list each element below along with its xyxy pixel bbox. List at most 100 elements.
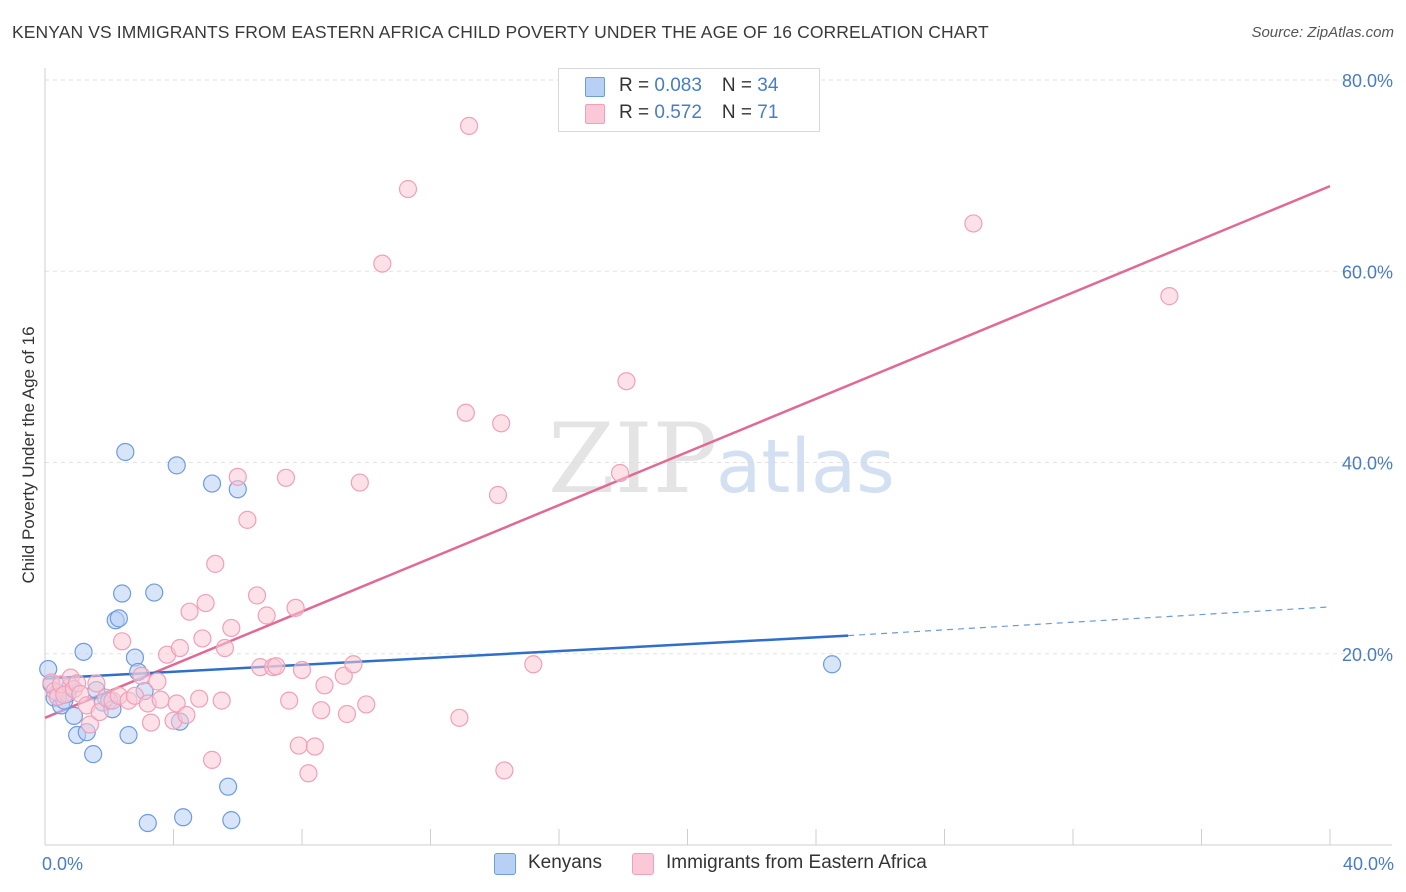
point-kenyans xyxy=(119,725,138,745)
point-immigrants xyxy=(247,586,267,605)
point-immigrants xyxy=(180,602,199,621)
kenyans-legend-swatch xyxy=(494,853,516,875)
watermark-atlas: atlas xyxy=(716,424,895,510)
point-kenyans xyxy=(167,456,186,475)
point-immigrants xyxy=(312,701,331,720)
point-immigrants xyxy=(450,708,469,727)
legend-stats-kenyans: R = 0.083 N = 34 xyxy=(619,75,778,97)
point-immigrants xyxy=(151,690,170,709)
point-kenyans xyxy=(84,745,103,764)
point-immigrants xyxy=(177,705,196,725)
trend-line-immigrants xyxy=(44,184,1331,719)
point-immigrants xyxy=(289,736,308,755)
point-immigrants xyxy=(196,593,215,613)
y-axis-label: Child Poverty Under the Age of 16 xyxy=(19,326,38,583)
tick-labels: 20.0% 40.0% 60.0% 80.0% 0.0% 40.0% xyxy=(42,71,1394,874)
trend-lines xyxy=(44,184,1331,719)
point-immigrants xyxy=(292,660,312,680)
point-immigrants xyxy=(80,715,100,734)
point-immigrants xyxy=(495,761,514,780)
n-value: 34 xyxy=(757,75,779,96)
point-kenyans xyxy=(138,813,157,833)
point-immigrants xyxy=(87,674,106,693)
point-immigrants xyxy=(524,655,543,674)
point-kenyans xyxy=(145,583,164,602)
point-immigrants xyxy=(488,485,508,505)
point-immigrants xyxy=(202,750,222,769)
point-immigrants xyxy=(228,467,247,486)
point-immigrants xyxy=(1160,287,1179,306)
point-kenyans xyxy=(202,474,222,493)
legend-label-immigrants: Immigrants from Eastern Africa xyxy=(666,852,927,873)
point-immigrants xyxy=(964,214,983,233)
grid-lines xyxy=(45,79,1392,655)
y-tick-label: 80.0% xyxy=(1342,71,1393,91)
point-immigrants xyxy=(373,254,392,273)
point-immigrants xyxy=(305,737,324,756)
point-immigrants xyxy=(215,638,234,658)
point-immigrants xyxy=(212,691,231,710)
point-kenyans xyxy=(116,442,135,462)
point-immigrants xyxy=(459,116,479,136)
immigrants-legend-swatch xyxy=(632,853,654,875)
point-immigrants xyxy=(299,764,318,783)
correlation-legend: R = 0.083 N = 34 R = 0.572 N = 71 xyxy=(558,68,820,132)
y-tick-label: 20.0% xyxy=(1342,645,1393,665)
point-kenyans xyxy=(109,609,128,628)
point-immigrants xyxy=(617,372,636,391)
point-immigrants xyxy=(148,672,167,691)
y-tick-label: 60.0% xyxy=(1342,262,1393,282)
point-immigrants xyxy=(206,554,225,573)
point-immigrants xyxy=(398,179,418,199)
point-immigrants xyxy=(492,414,511,433)
immigrants-swatch xyxy=(585,104,605,124)
data-points xyxy=(39,116,1179,833)
point-immigrants xyxy=(257,606,276,625)
x-tick-label: 0.0% xyxy=(42,854,83,874)
point-immigrants xyxy=(190,689,209,708)
r-label: R = xyxy=(619,102,655,123)
kenyans-swatch xyxy=(585,77,605,97)
point-kenyans xyxy=(64,706,84,726)
x-tick-label: 40.0% xyxy=(1343,854,1394,874)
point-immigrants xyxy=(280,691,299,710)
axes xyxy=(44,68,1392,846)
point-immigrants xyxy=(286,598,305,617)
n-value: 71 xyxy=(757,102,779,123)
r-value: 0.572 xyxy=(654,102,702,123)
legend-label-kenyans: Kenyans xyxy=(528,852,602,873)
y-tick-label: 40.0% xyxy=(1342,454,1393,474)
point-immigrants xyxy=(456,403,475,422)
trend-line-kenyans-extension xyxy=(848,606,1331,637)
point-kenyans xyxy=(74,642,93,661)
point-immigrants xyxy=(350,473,369,492)
r-label: R = xyxy=(619,75,655,96)
n-label: N = xyxy=(721,102,758,123)
n-label: N = xyxy=(721,75,758,96)
point-immigrants xyxy=(193,629,212,648)
point-immigrants xyxy=(276,468,296,487)
point-immigrants xyxy=(337,704,357,724)
chart-title: KENYAN VS IMMIGRANTS FROM EASTERN AFRICA… xyxy=(12,22,989,42)
legend-stats-immigrants: R = 0.572 N = 71 xyxy=(619,102,778,124)
point-immigrants xyxy=(170,638,190,658)
point-immigrants xyxy=(344,655,363,674)
point-immigrants xyxy=(315,676,334,695)
watermark-zip: ZIP xyxy=(548,403,717,515)
point-immigrants xyxy=(267,657,286,676)
point-immigrants xyxy=(112,632,132,651)
point-immigrants xyxy=(141,713,161,732)
point-immigrants xyxy=(610,463,630,483)
trend-line-kenyans xyxy=(44,634,849,680)
point-immigrants xyxy=(222,618,241,638)
point-kenyans xyxy=(174,808,193,827)
point-kenyans xyxy=(222,811,241,830)
point-immigrants xyxy=(238,510,257,529)
series-legend: Kenyans Immigrants from Eastern Africa xyxy=(0,852,1406,878)
chart-source: Source: ZipAtlas.com xyxy=(1251,24,1394,41)
r-value: 0.083 xyxy=(654,75,702,96)
point-immigrants xyxy=(357,695,376,714)
point-kenyans xyxy=(822,655,842,674)
point-kenyans xyxy=(219,777,238,796)
